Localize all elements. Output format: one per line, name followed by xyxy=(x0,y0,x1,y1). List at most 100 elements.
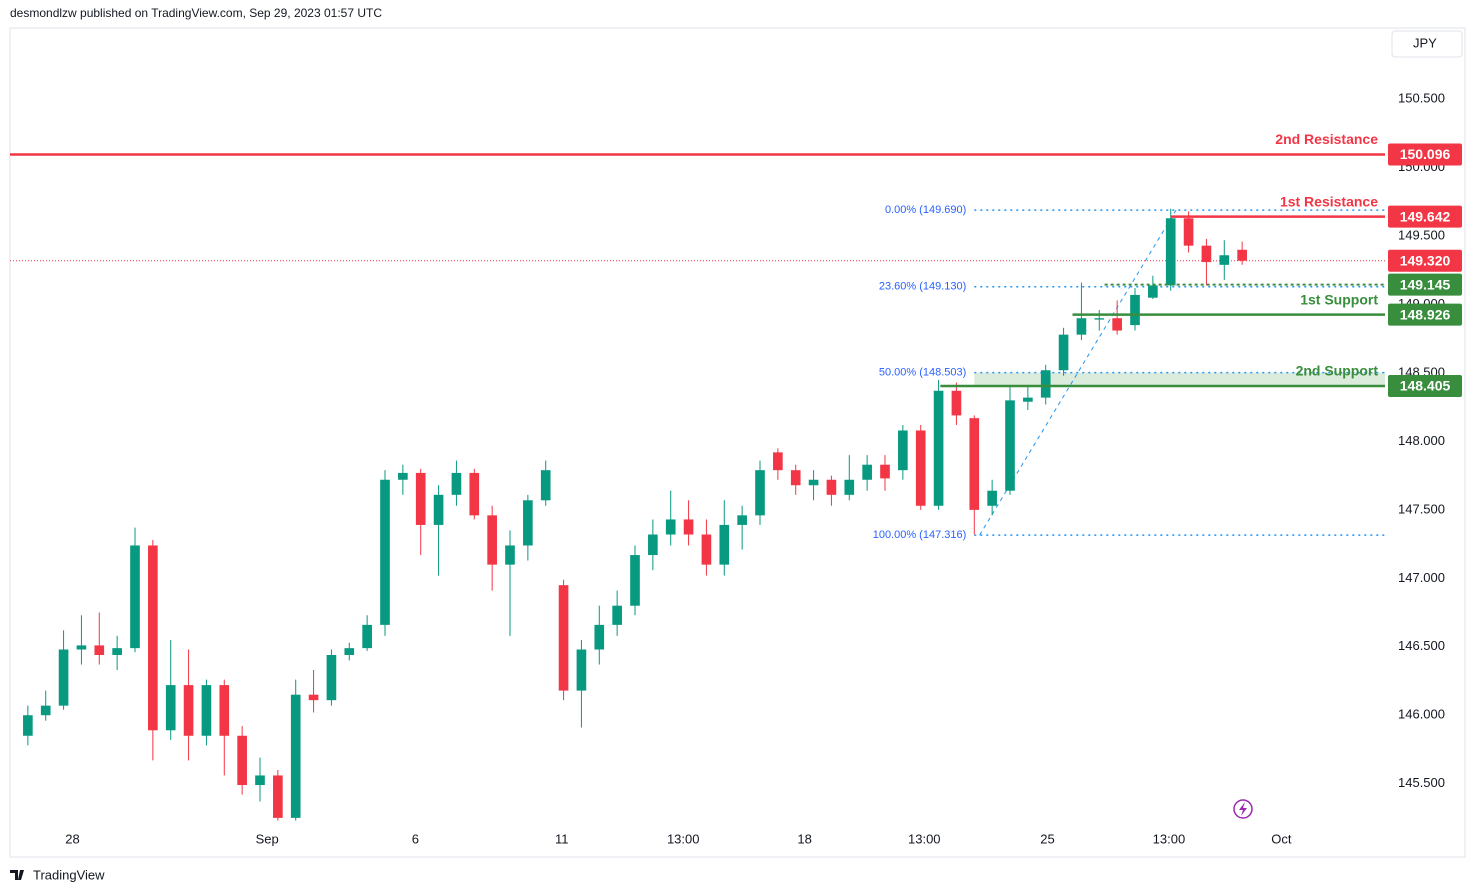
candle-body xyxy=(1005,400,1015,491)
candle-body xyxy=(1023,397,1033,402)
y-tick-label: 146.000 xyxy=(1398,707,1445,722)
level-name: 2nd Support xyxy=(1296,363,1379,379)
level-name: 1st Support xyxy=(1300,291,1378,307)
candle-body xyxy=(308,694,319,701)
candle-body xyxy=(290,694,301,818)
candle-body xyxy=(58,649,69,706)
candle-body xyxy=(23,715,33,736)
level-price-label: 148.926 xyxy=(1400,306,1451,322)
lightning-icon xyxy=(1233,799,1253,819)
candle-body xyxy=(255,775,265,786)
candle-body xyxy=(76,645,87,650)
candle-body xyxy=(1148,285,1158,298)
level-price-label: 150.096 xyxy=(1400,146,1451,162)
candle-body xyxy=(1201,245,1212,263)
fib-label: 100.00% (147.316) xyxy=(873,529,967,541)
candle-body xyxy=(451,472,462,495)
candle-body xyxy=(1112,318,1122,331)
candle-body xyxy=(1076,318,1087,335)
candle-body xyxy=(862,464,872,480)
x-tick-label: 13:00 xyxy=(1153,831,1186,846)
candle-body xyxy=(433,494,444,525)
y-tick-label: 150.500 xyxy=(1398,91,1445,106)
candle-body xyxy=(273,775,283,818)
candle-body xyxy=(1040,370,1051,398)
candle-body xyxy=(1183,218,1194,246)
y-tick-label: 147.000 xyxy=(1398,570,1445,585)
candle-body xyxy=(398,472,408,480)
candle-body xyxy=(523,500,533,546)
support-zone xyxy=(974,372,1385,386)
x-tick-label: 6 xyxy=(412,831,419,846)
candle-body xyxy=(1094,318,1105,320)
candle-body xyxy=(826,479,837,495)
candle-body xyxy=(719,524,730,565)
tv-logo xyxy=(10,870,24,880)
candle-body xyxy=(558,585,569,691)
candle-body xyxy=(505,545,515,565)
candle-body xyxy=(130,545,140,649)
candle-body xyxy=(844,479,855,495)
candle-body xyxy=(487,515,497,565)
level-price-box xyxy=(1388,273,1462,296)
candle-body xyxy=(112,648,122,655)
candle-body xyxy=(898,430,908,471)
candle-body xyxy=(201,685,212,736)
x-tick-label: 11 xyxy=(555,831,569,846)
x-tick-label: Sep xyxy=(256,831,279,846)
candle-body xyxy=(969,418,980,510)
candle-body xyxy=(701,534,712,565)
candle-body xyxy=(630,555,640,606)
candle-body xyxy=(880,464,890,479)
candle-body xyxy=(665,519,676,535)
candle-body xyxy=(219,685,230,736)
candle-body xyxy=(415,472,426,525)
fib-label: 0.00% (149.690) xyxy=(885,204,966,216)
candle-body xyxy=(594,624,605,650)
candle-body xyxy=(362,624,372,649)
level-name: 1st Resistance xyxy=(1280,193,1378,209)
candle-body xyxy=(576,649,587,691)
candle-body xyxy=(94,645,105,655)
currency-label: JPY xyxy=(1413,35,1437,50)
footer-brand: TradingView xyxy=(33,867,105,882)
candle-body xyxy=(380,479,390,625)
candle-body xyxy=(1237,249,1247,261)
candle-body xyxy=(148,545,158,731)
chart-frame xyxy=(9,27,1466,858)
level-name: 2nd Resistance xyxy=(1275,131,1378,147)
candle-body xyxy=(1165,218,1176,286)
candle-body xyxy=(737,515,747,525)
candle-body xyxy=(808,479,819,486)
candle-body xyxy=(951,390,962,416)
candle-body xyxy=(612,605,622,625)
x-tick-label: 13:00 xyxy=(667,831,700,846)
candle-body xyxy=(773,452,783,471)
last-price-box xyxy=(1388,249,1462,272)
level-price-label: 149.145 xyxy=(1400,276,1451,292)
candle-body xyxy=(933,390,944,506)
y-tick-label: 147.500 xyxy=(1398,501,1445,516)
x-tick-label: 18 xyxy=(797,831,811,846)
candle-body xyxy=(469,472,480,516)
currency-box xyxy=(1391,30,1463,58)
x-tick-label: 13:00 xyxy=(908,831,941,846)
x-tick-label: Oct xyxy=(1271,831,1292,846)
candle-body xyxy=(237,735,247,786)
candle-body xyxy=(1058,334,1069,371)
y-tick-label: 148.000 xyxy=(1398,433,1445,448)
candle-body xyxy=(326,654,337,701)
level-price-box xyxy=(1388,143,1462,166)
level-price-box xyxy=(1388,303,1462,326)
candle-body xyxy=(40,705,51,716)
fib-label: 23.60% (149.130) xyxy=(879,281,966,293)
candle-body xyxy=(915,430,926,506)
last-price-label: 149.320 xyxy=(1400,252,1451,268)
y-tick-label: 146.500 xyxy=(1398,638,1445,653)
candle-body xyxy=(183,685,194,736)
candle-body xyxy=(165,685,176,731)
candle-body xyxy=(648,534,658,556)
level-price-label: 148.405 xyxy=(1400,378,1451,394)
